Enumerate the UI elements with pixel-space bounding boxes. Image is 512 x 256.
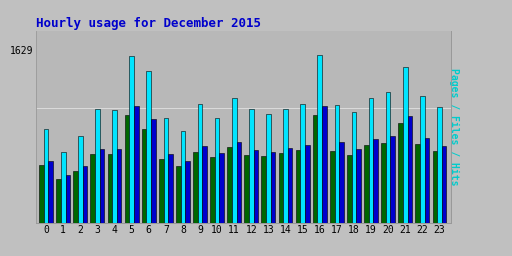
Bar — [151, 119, 156, 223]
Bar — [296, 150, 301, 223]
Bar — [288, 148, 292, 223]
Bar — [232, 98, 237, 223]
Bar — [253, 150, 258, 223]
Bar — [73, 171, 78, 223]
Bar — [185, 161, 190, 223]
Bar — [369, 98, 373, 223]
Bar — [408, 116, 412, 223]
Bar — [244, 155, 249, 223]
Bar — [305, 145, 310, 223]
Bar — [117, 149, 121, 223]
Bar — [313, 115, 317, 223]
Bar — [193, 152, 198, 223]
Bar — [91, 154, 95, 223]
Bar — [442, 146, 446, 223]
Bar — [237, 142, 241, 223]
Bar — [176, 166, 181, 223]
Bar — [130, 56, 134, 223]
Bar — [66, 175, 70, 223]
Bar — [227, 147, 232, 223]
Bar — [334, 105, 339, 223]
Bar — [56, 179, 61, 223]
Bar — [112, 110, 117, 223]
Bar — [61, 152, 66, 223]
Bar — [271, 152, 275, 223]
Text: Hourly usage for December 2015: Hourly usage for December 2015 — [36, 17, 261, 29]
Bar — [44, 129, 49, 223]
Bar — [39, 165, 44, 223]
Bar — [373, 139, 378, 223]
Bar — [391, 136, 395, 223]
Bar — [420, 96, 424, 223]
Bar — [283, 110, 288, 223]
Bar — [78, 136, 82, 223]
Bar — [347, 155, 352, 223]
Bar — [82, 166, 87, 223]
Bar — [386, 92, 391, 223]
Bar — [415, 144, 420, 223]
Bar — [215, 118, 220, 223]
Bar — [125, 115, 130, 223]
Bar — [433, 151, 437, 223]
Bar — [364, 145, 369, 223]
Bar — [146, 71, 151, 223]
Bar — [134, 105, 139, 223]
Bar — [266, 114, 271, 223]
Bar — [356, 149, 361, 223]
Bar — [210, 157, 215, 223]
Bar — [381, 143, 386, 223]
Bar — [159, 159, 163, 223]
Bar — [301, 104, 305, 223]
Bar — [330, 151, 334, 223]
Bar — [181, 131, 185, 223]
Bar — [142, 129, 146, 223]
Bar — [339, 142, 344, 223]
Y-axis label: Pages / Files / Hits: Pages / Files / Hits — [449, 68, 459, 185]
Bar — [95, 110, 100, 223]
Bar — [437, 106, 442, 223]
Bar — [262, 156, 266, 223]
Bar — [108, 154, 112, 223]
Bar — [100, 149, 104, 223]
Bar — [398, 123, 403, 223]
Bar — [424, 138, 429, 223]
Bar — [49, 161, 53, 223]
Bar — [352, 112, 356, 223]
Bar — [168, 154, 173, 223]
Bar — [279, 153, 283, 223]
Bar — [220, 153, 224, 223]
Bar — [403, 67, 408, 223]
Bar — [198, 104, 202, 223]
Bar — [202, 146, 207, 223]
Bar — [249, 110, 253, 223]
Bar — [317, 55, 322, 223]
Bar — [163, 118, 168, 223]
Bar — [322, 105, 327, 223]
